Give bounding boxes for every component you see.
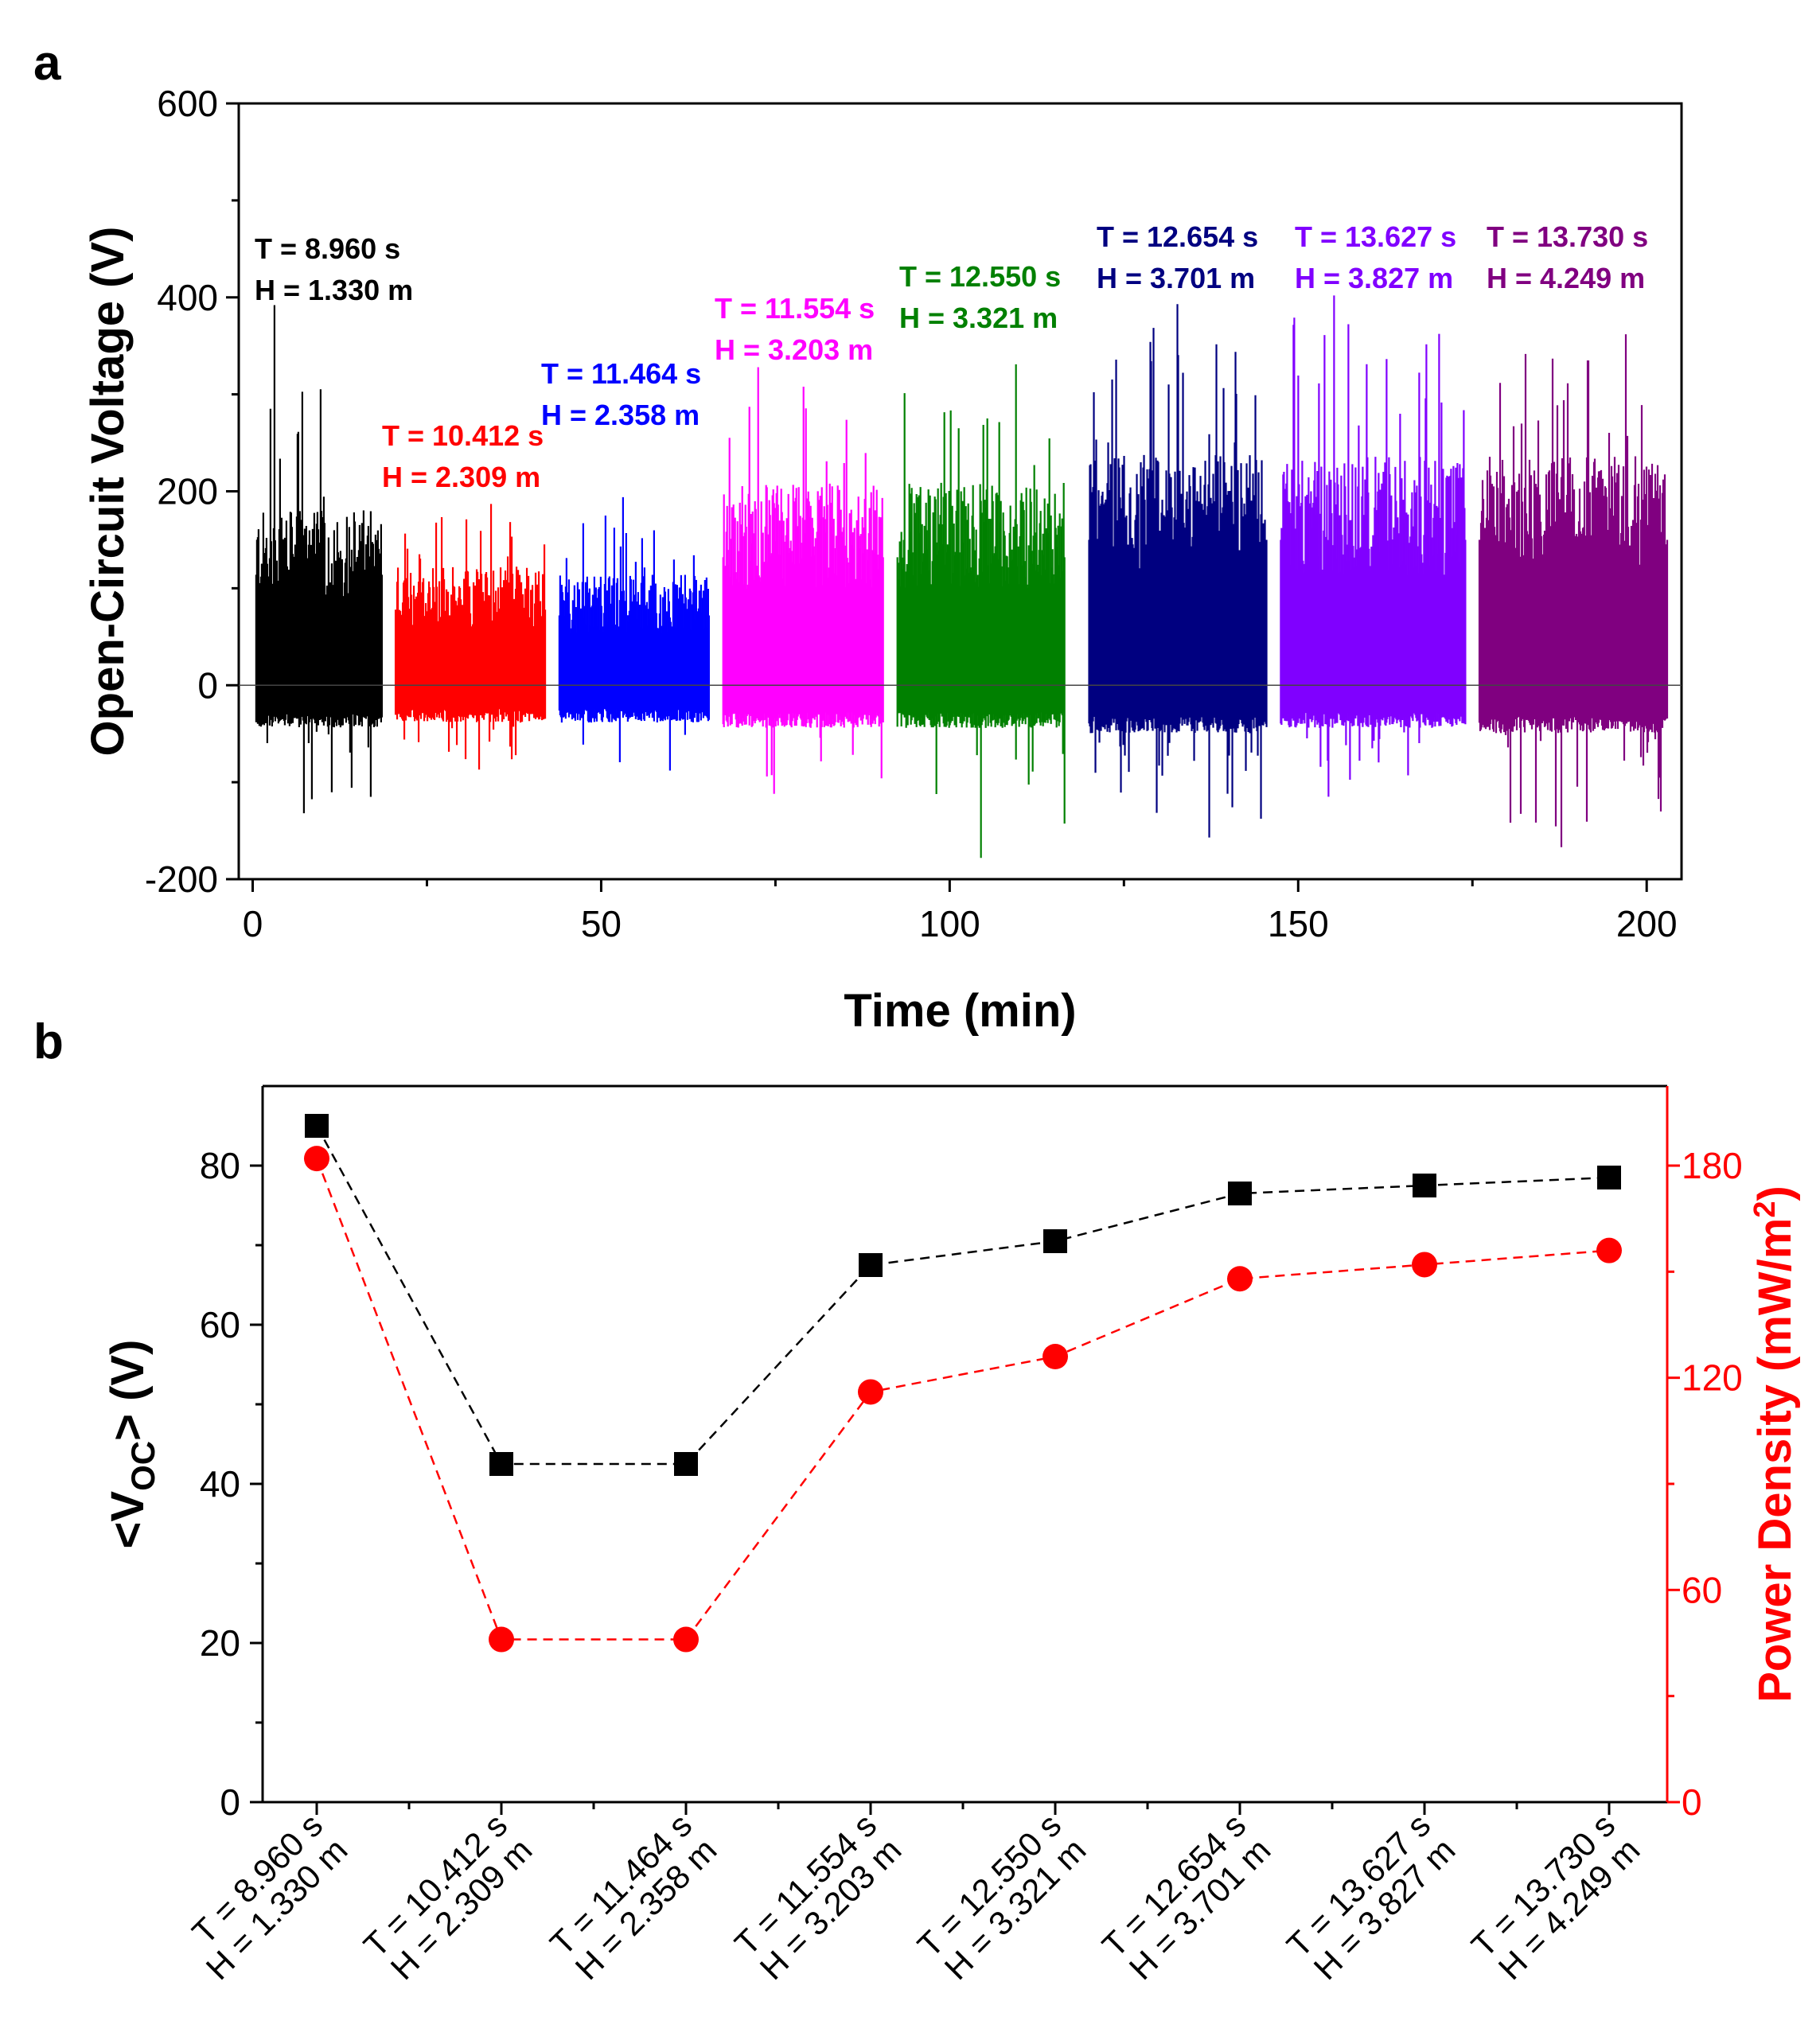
x-tick-label: 200	[1616, 903, 1678, 944]
series-annotation: H = 3.701 m	[1097, 262, 1255, 294]
power-density-circle-marker	[1043, 1344, 1068, 1369]
right-y-tick-label: 0	[1682, 1781, 1702, 1823]
voc-square-marker	[1043, 1229, 1067, 1253]
y-tick-label: 400	[157, 277, 218, 318]
voltage-trace-group	[722, 367, 884, 794]
series-annotation: H = 1.330 m	[255, 274, 413, 306]
y-tick-label: 600	[157, 83, 218, 124]
right-y-tick-label: 120	[1682, 1357, 1743, 1399]
chart-a-y-axis-title: Open-Circuit Voltage (V)	[82, 227, 134, 757]
power-density-circle-marker	[1412, 1252, 1437, 1278]
category-label: T = 13.730 sH = 4.249 m	[1464, 1806, 1647, 1989]
x-tick-label: 100	[919, 903, 980, 944]
series-annotation: H = 3.321 m	[899, 302, 1058, 334]
category-label: T = 10.412 sH = 2.309 m	[357, 1806, 540, 1989]
series-line	[315, 1158, 1610, 1641]
power-density-circle-marker	[858, 1379, 883, 1405]
series-annotation: H = 3.203 m	[715, 333, 873, 366]
right-y-tick-label: 60	[1682, 1569, 1722, 1610]
series-annotation: H = 2.309 m	[382, 461, 540, 493]
category-label: T = 11.464 sH = 2.358 m	[543, 1806, 724, 1988]
y-tick-label: 200	[157, 471, 218, 512]
series-annotation: H = 3.827 m	[1295, 262, 1453, 294]
voltage-trace-group	[394, 504, 547, 770]
right-axis-title-superscript: 2	[1748, 1201, 1782, 1218]
chart-b-left-axis-title: <VOC> (V)	[102, 1340, 162, 1549]
left-y-tick-label: 20	[200, 1622, 240, 1664]
series-annotation: T = 11.554 s	[715, 292, 875, 325]
voltage-trace-group	[558, 496, 710, 771]
series-annotation: H = 2.358 m	[541, 399, 700, 431]
chart-b-axes: 0 20 40 60 80 0 60 120 180	[200, 1084, 1743, 1823]
series-annotation: T = 8.960 s	[255, 232, 400, 265]
series-annotation: H = 4.249 m	[1487, 262, 1645, 294]
right-axis-title-part: Power Density (mW/m	[1749, 1218, 1801, 1703]
x-tick-label: 0	[243, 903, 263, 944]
voc-square-marker	[859, 1253, 883, 1277]
voc-square-marker	[674, 1452, 698, 1476]
chart-a: 0 50 100 150 200 -200 0 200 400 600 T = 8.960 s H …	[82, 83, 1683, 1037]
power-density-circle-marker	[1596, 1237, 1622, 1263]
x-tick-label: 150	[1268, 903, 1329, 944]
panel-b-label: b	[33, 1014, 64, 1069]
left-y-tick-label: 40	[200, 1463, 240, 1505]
series-annotation: T = 13.627 s	[1295, 220, 1456, 253]
series-annotation: T = 10.412 s	[382, 419, 544, 452]
voltage-trace-group	[896, 364, 1066, 858]
category-label: T = 12.654 sH = 3.701 m	[1095, 1806, 1278, 1989]
left-axis-title-part: <V	[102, 1491, 154, 1549]
voltage-trace-group	[1280, 295, 1467, 797]
voc-square-marker	[305, 1114, 329, 1138]
category-label: T = 11.554 sH = 3.203 m	[727, 1806, 909, 1988]
voc-square-marker	[1228, 1182, 1252, 1205]
chart-b-right-axis-title: Power Density (mW/m2)	[1748, 1186, 1801, 1703]
series-line	[315, 1125, 1610, 1466]
power-density-circle-marker	[489, 1626, 514, 1653]
category-label: T = 13.627 sH = 3.827 m	[1280, 1806, 1463, 1989]
voltage-trace-group	[1478, 334, 1669, 847]
chart-b-markers	[304, 1114, 1622, 1653]
chart-b-series-lines	[315, 1125, 1610, 1641]
chart-b: 0 20 40 60 80 0 60 120 180 T = 8.960 sH = 1.330 …	[102, 1084, 1801, 1989]
left-y-tick-label: 60	[200, 1304, 240, 1345]
y-tick-label: -200	[145, 858, 218, 900]
left-axis-title-subscript: OC	[124, 1441, 162, 1491]
category-label: T = 12.550 sH = 3.321 m	[910, 1806, 1093, 1989]
power-density-circle-marker	[673, 1626, 699, 1653]
series-annotation: T = 11.464 s	[541, 357, 701, 390]
voltage-trace-group	[255, 305, 383, 814]
category-label: T = 8.960 sH = 1.330 m	[174, 1806, 355, 1987]
chart-a-x-axis-title: Time (min)	[844, 985, 1076, 1037]
y-tick-label: 0	[197, 664, 218, 706]
left-y-tick-label: 80	[200, 1145, 240, 1186]
left-axis-title-part: > (V)	[102, 1340, 154, 1441]
series-annotation: T = 12.550 s	[899, 260, 1061, 293]
x-tick-label: 50	[581, 903, 622, 944]
power-density-circle-marker	[1227, 1266, 1253, 1292]
panel-a-label: a	[33, 36, 61, 91]
voltage-traces	[255, 295, 1669, 858]
left-y-tick-label: 0	[220, 1781, 240, 1823]
voltage-trace-group	[1088, 304, 1268, 838]
voc-square-marker	[1597, 1166, 1621, 1189]
series-annotation: T = 13.730 s	[1487, 220, 1648, 253]
power-density-circle-marker	[304, 1146, 329, 1172]
series-annotation: T = 12.654 s	[1097, 220, 1258, 253]
chart-a-annotations: T = 8.960 sH = 1.330 mT = 10.412 sH = 2.…	[255, 220, 1648, 493]
voc-square-marker	[489, 1452, 513, 1476]
voc-square-marker	[1413, 1174, 1436, 1197]
right-y-tick-label: 180	[1682, 1145, 1743, 1186]
chart-a-axes: 0 50 100 150 200 -200 0 200 400 600	[145, 83, 1682, 944]
right-axis-title-part: )	[1749, 1186, 1801, 1201]
